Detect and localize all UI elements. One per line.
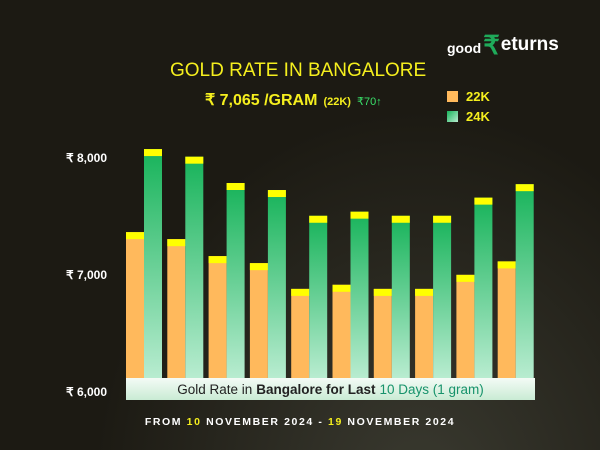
bar-22k [167, 239, 186, 378]
bar-cap [309, 215, 328, 223]
bar-24k [350, 211, 369, 378]
bar-22k [208, 256, 227, 378]
footer-month-start: NOVEMBER 2024 - [206, 416, 324, 428]
goodreturns-logo: good ₹ eturns [447, 30, 559, 60]
chart-caption: Gold Rate in Bangalore for Last 10 Days … [126, 378, 535, 400]
bar-cap [249, 263, 268, 271]
bar-cap [226, 183, 245, 191]
logo-good: good [447, 40, 482, 56]
bar-cap [332, 284, 351, 292]
bar-cap [515, 184, 534, 192]
price-line: ₹ 7,065 /GRAM (22K) ₹70↑ [205, 90, 382, 110]
bar-24k [267, 190, 286, 378]
price-change: ₹70↑ [356, 96, 382, 108]
bar-cap [497, 261, 516, 269]
legend-swatch-24k [447, 110, 458, 122]
date-range: FROM 10 NOVEMBER 2024 - 19 NOVEMBER 2024 [0, 416, 600, 428]
bar-cap [208, 256, 227, 264]
y-tick-label: ₹ 8,000 [66, 151, 107, 165]
bar-24k [391, 215, 410, 378]
price-unit: (22K) [323, 96, 351, 108]
bar-22k [126, 232, 144, 378]
price-value: ₹ 7,065 /GRAM [205, 92, 318, 109]
bar-24k [515, 184, 534, 378]
bar-22k [291, 288, 310, 378]
legend-swatch-22k [447, 90, 458, 102]
bar-cap [126, 232, 144, 240]
y-tick-label: ₹ 7,000 [66, 268, 107, 282]
bar-cap [456, 274, 475, 282]
bar-cap [144, 149, 162, 157]
bar-cap [267, 190, 286, 198]
bar-cap [185, 156, 204, 164]
bar-22k [497, 261, 516, 378]
bar-24k [144, 149, 162, 378]
bar-24k [474, 197, 493, 378]
caption-bold: Bangalore for Last [256, 381, 376, 397]
footer-from: FROM [144, 416, 183, 428]
footer-day-start: 10 [186, 416, 202, 428]
bar-24k [185, 156, 204, 378]
legend-item-22k: 22K [447, 86, 490, 106]
bar-cap [167, 239, 186, 247]
y-tick-label: ₹ 6,000 [66, 385, 107, 399]
caption-part: Gold Rate in [177, 381, 253, 397]
bar-cap [291, 288, 310, 296]
bar-22k [456, 274, 475, 378]
bar-cap [415, 288, 434, 296]
logo-rest: eturns [500, 34, 559, 55]
bar-22k [373, 288, 392, 378]
legend: 22K 24K [447, 86, 490, 126]
bar-22k [332, 284, 351, 378]
bar-cap [474, 197, 493, 205]
chart-title: GOLD RATE IN BANGALORE [170, 60, 427, 81]
rupee-icon: ₹ [483, 30, 500, 60]
bar-cap [373, 288, 392, 296]
bar-24k [309, 215, 328, 378]
caption-highlight: 10 Days (1 gram) [379, 381, 484, 397]
bar-cap [433, 215, 452, 223]
footer-day-end: 19 [328, 416, 343, 428]
legend-item-24k: 24K [447, 106, 490, 126]
footer-month-end: NOVEMBER 2024 [347, 416, 456, 428]
bar-cap [391, 215, 410, 223]
bar-24k [226, 183, 245, 378]
bar-22k [249, 263, 268, 378]
bar-24k [433, 215, 452, 378]
bar-cap [350, 211, 369, 219]
legend-label-24k: 24K [466, 108, 490, 124]
legend-label-22k: 22K [466, 88, 490, 104]
bar-22k [415, 288, 434, 378]
